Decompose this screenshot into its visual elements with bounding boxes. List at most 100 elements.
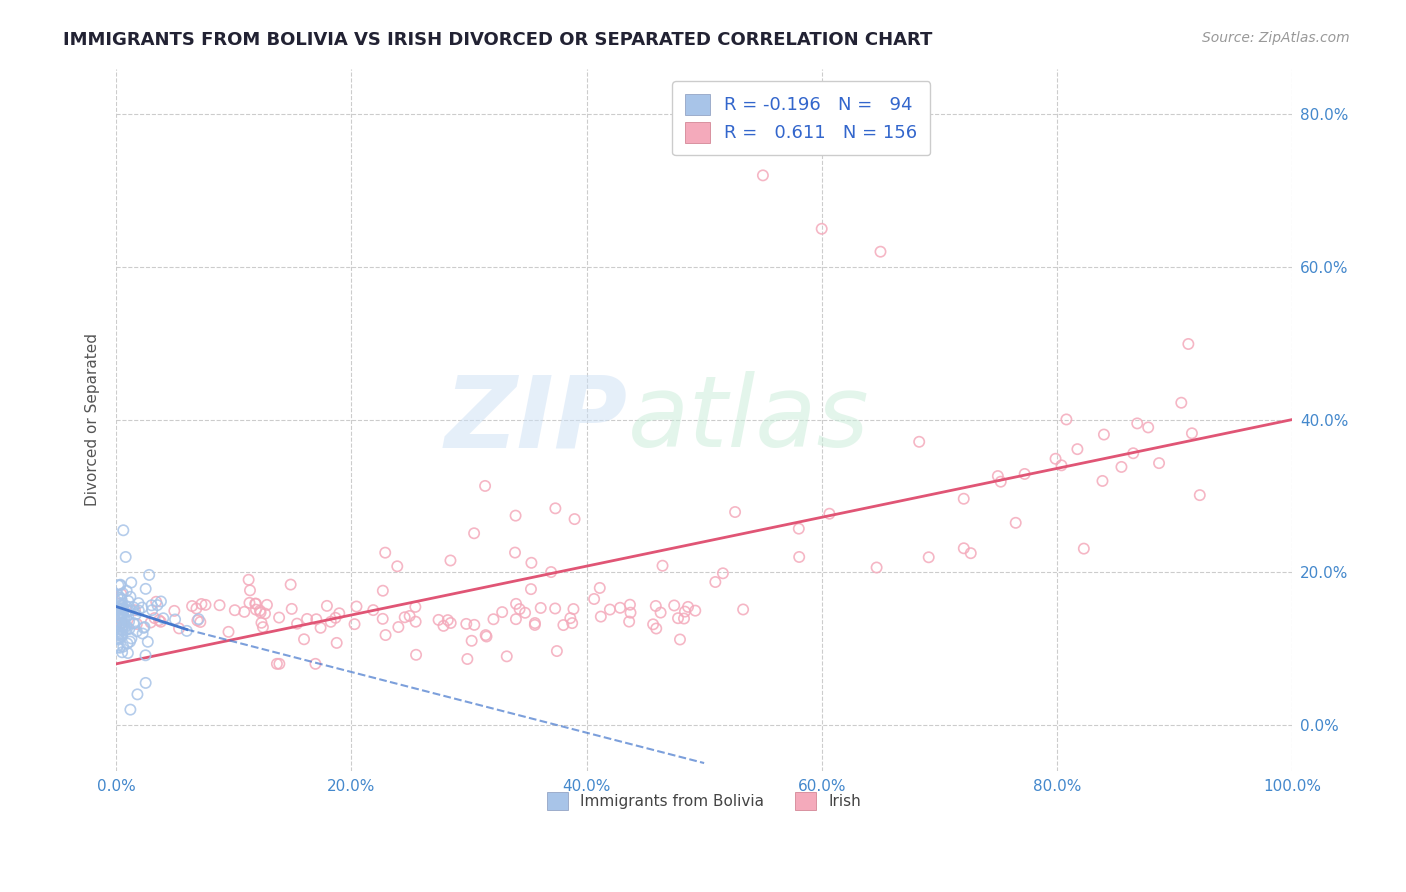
Point — [125, 624, 148, 639]
Point — [245, 602, 267, 616]
Point — [599, 602, 621, 616]
Point — [1004, 516, 1026, 530]
Point — [583, 592, 606, 607]
Point — [1054, 412, 1077, 426]
Point — [107, 632, 129, 647]
Point — [110, 621, 132, 635]
Point — [1045, 451, 1067, 466]
Point — [319, 615, 342, 629]
Point — [115, 618, 138, 632]
Point — [305, 612, 328, 626]
Point — [553, 618, 575, 632]
Point — [136, 634, 159, 648]
Point — [163, 604, 186, 618]
Point — [432, 619, 454, 633]
Point — [238, 573, 260, 587]
Point — [269, 657, 291, 671]
Point — [111, 615, 134, 630]
Legend: Immigrants from Bolivia, Irish: Immigrants from Bolivia, Irish — [541, 786, 868, 815]
Point — [918, 550, 941, 565]
Point — [245, 597, 267, 611]
Point — [111, 599, 134, 613]
Point — [482, 612, 505, 626]
Point — [1111, 459, 1133, 474]
Point — [111, 620, 134, 634]
Point — [673, 605, 696, 619]
Point — [562, 602, 585, 616]
Point — [959, 546, 981, 560]
Point — [120, 603, 142, 617]
Point — [1177, 337, 1199, 351]
Point — [146, 598, 169, 612]
Point — [1126, 417, 1149, 431]
Point — [118, 634, 141, 648]
Point — [111, 602, 134, 616]
Point — [1050, 458, 1073, 473]
Point — [787, 549, 810, 564]
Point — [118, 615, 141, 629]
Point — [107, 607, 129, 621]
Point — [149, 594, 172, 608]
Point — [187, 612, 209, 626]
Point — [685, 604, 707, 618]
Point — [218, 624, 240, 639]
Point — [810, 221, 832, 235]
Point — [394, 610, 416, 624]
Point — [186, 601, 208, 615]
Point — [107, 632, 129, 646]
Point — [135, 676, 157, 690]
Text: IMMIGRANTS FROM BOLIVIA VS IRISH DIVORCED OR SEPARATED CORRELATION CHART: IMMIGRANTS FROM BOLIVIA VS IRISH DIVORCE… — [63, 31, 932, 49]
Point — [112, 601, 135, 615]
Point — [114, 549, 136, 564]
Point — [108, 597, 131, 611]
Point — [530, 601, 553, 615]
Point — [371, 612, 394, 626]
Point — [645, 622, 668, 636]
Point — [138, 568, 160, 582]
Point — [456, 616, 478, 631]
Point — [117, 594, 139, 608]
Point — [398, 609, 420, 624]
Point — [1137, 420, 1160, 434]
Point — [787, 522, 810, 536]
Point — [664, 599, 686, 613]
Point — [672, 611, 695, 625]
Point — [474, 628, 496, 642]
Point — [110, 578, 132, 592]
Point — [141, 603, 163, 617]
Point — [110, 616, 132, 631]
Point — [1181, 426, 1204, 441]
Point — [561, 616, 583, 631]
Point — [544, 601, 567, 615]
Point — [292, 632, 315, 647]
Point — [186, 614, 208, 628]
Point — [134, 620, 156, 634]
Point — [520, 556, 543, 570]
Point — [564, 512, 586, 526]
Point — [111, 629, 134, 643]
Point — [112, 640, 135, 654]
Point — [110, 612, 132, 626]
Point — [111, 608, 134, 623]
Text: Source: ZipAtlas.com: Source: ZipAtlas.com — [1202, 31, 1350, 45]
Point — [439, 553, 461, 567]
Point — [107, 626, 129, 640]
Point — [127, 687, 149, 701]
Point — [110, 592, 132, 607]
Point — [619, 598, 641, 612]
Point — [560, 611, 582, 625]
Point — [128, 596, 150, 610]
Point — [463, 526, 485, 541]
Point — [436, 613, 458, 627]
Point — [280, 577, 302, 591]
Point — [619, 606, 641, 620]
Point — [110, 591, 132, 605]
Point — [115, 583, 138, 598]
Point — [111, 645, 134, 659]
Point — [124, 603, 146, 617]
Point — [460, 633, 482, 648]
Point — [1091, 474, 1114, 488]
Point — [505, 508, 527, 523]
Point — [724, 505, 747, 519]
Point — [105, 617, 128, 632]
